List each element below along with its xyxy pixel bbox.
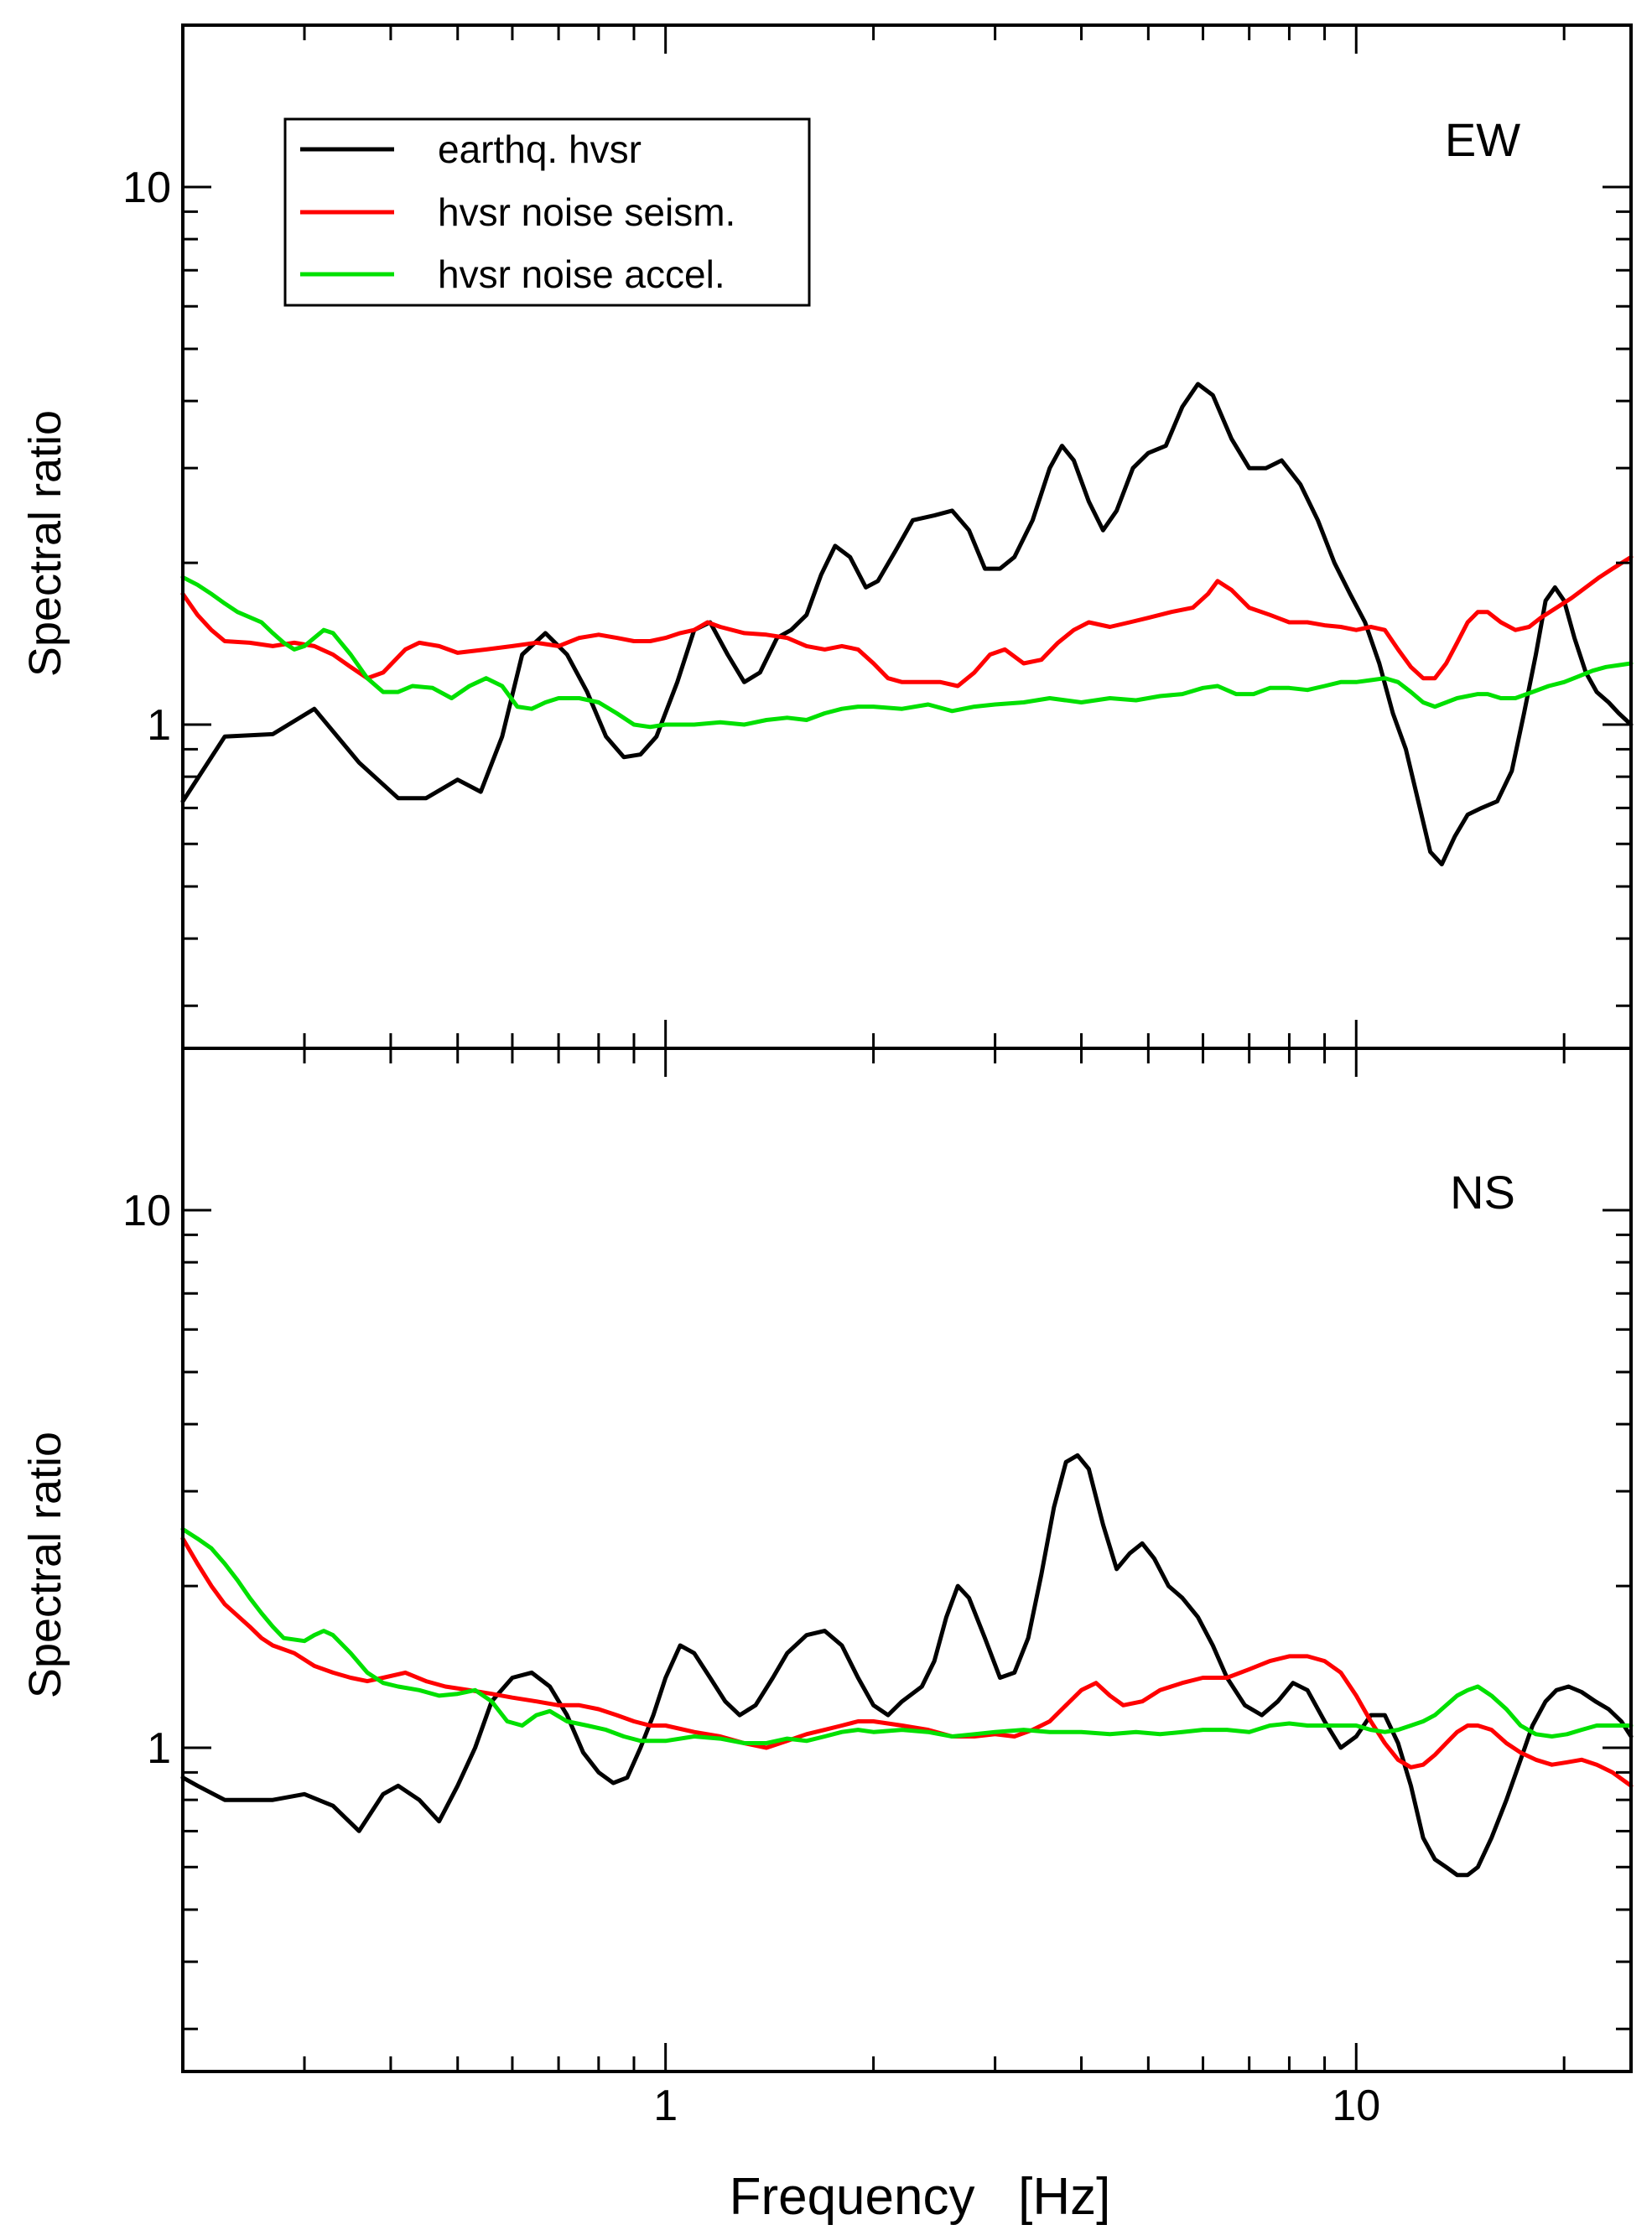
series-line-ns-1 (180, 1536, 1634, 1788)
y-tick-label: 10 (122, 164, 171, 212)
legend-label-earthquake: earthq. hvsr (438, 127, 642, 171)
series-line-ns-0 (180, 1453, 1634, 1878)
legend-label-seismometer: hvsr noise seism. (438, 190, 735, 234)
y-tick-label: 1 (147, 1724, 171, 1773)
x-tick-label: 1 (653, 2082, 678, 2130)
x-tick-label: 10 (1332, 2082, 1380, 2130)
series-line-ew-2 (180, 574, 1634, 730)
legend: earthq. hvsr hvsr noise seism. hvsr nois… (283, 117, 811, 307)
legend-label-accelerometer: hvsr noise accel. (438, 252, 725, 296)
series-line-ew-1 (180, 554, 1634, 689)
y-axis-label-ew: Spectral ratio (20, 410, 70, 677)
y-tick-label: 1 (147, 701, 171, 750)
y-tick-label: 10 (122, 1187, 171, 1235)
plot-frame-ns (181, 1047, 1633, 2073)
panel-ns: NS Spectral ratio 1 10 1 10 (20, 1047, 1634, 2130)
y-axis-label-ns: Spectral ratio (20, 1432, 70, 1698)
series-line-ew-0 (180, 382, 1634, 866)
panel-label-ns: NS (1450, 1166, 1515, 1219)
series-line-ns-2 (180, 1526, 1634, 1745)
panel-label-ew: EW (1445, 113, 1520, 166)
x-axis-label: Frequency [Hz] (730, 2168, 1111, 2226)
